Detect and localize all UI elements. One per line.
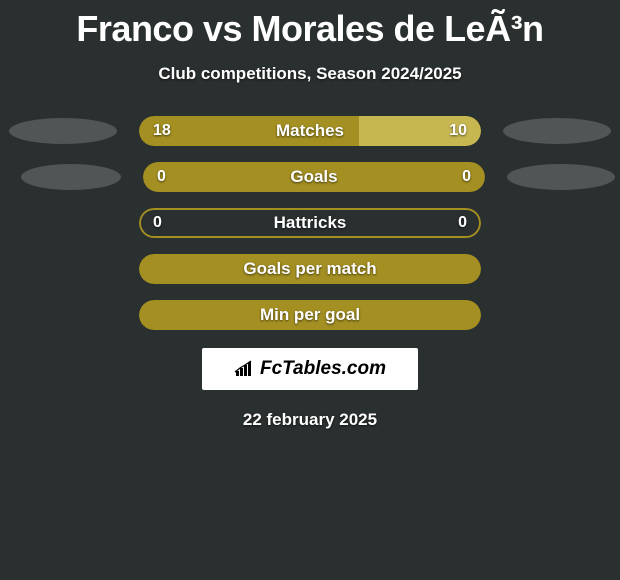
stat-row-gpm: Goals per match bbox=[0, 254, 620, 284]
date-text: 22 february 2025 bbox=[0, 410, 620, 430]
stat-label: Matches bbox=[139, 121, 481, 141]
stat-bar-gpm: Goals per match bbox=[139, 254, 481, 284]
page-title: Franco vs Morales de LeÃ³n bbox=[0, 8, 620, 50]
stat-label: Hattricks bbox=[139, 213, 481, 233]
player-right-marker bbox=[507, 164, 615, 190]
stat-row-mpg: Min per goal bbox=[0, 300, 620, 330]
bar-chart-icon bbox=[234, 360, 256, 378]
stat-value-right: 0 bbox=[458, 214, 467, 232]
comparison-infographic: Franco vs Morales de LeÃ³n Club competit… bbox=[0, 0, 620, 430]
stat-value-right: 0 bbox=[462, 168, 471, 186]
stat-label: Goals bbox=[143, 167, 485, 187]
stat-row-matches: 18 Matches 10 bbox=[0, 116, 620, 146]
player-right-marker bbox=[503, 118, 611, 144]
stat-rows: 18 Matches 10 0 Goals 0 0 Hattricks bbox=[0, 116, 620, 330]
source-logo: FcTables.com bbox=[202, 348, 418, 390]
stat-row-goals: 0 Goals 0 bbox=[0, 162, 620, 192]
stat-bar-mpg: Min per goal bbox=[139, 300, 481, 330]
stat-bar-matches: 18 Matches 10 bbox=[139, 116, 481, 146]
stat-bar-hattricks: 0 Hattricks 0 bbox=[139, 208, 481, 238]
subtitle: Club competitions, Season 2024/2025 bbox=[0, 64, 620, 84]
stat-label: Goals per match bbox=[139, 259, 481, 279]
stat-label: Min per goal bbox=[139, 305, 481, 325]
player-left-marker bbox=[9, 118, 117, 144]
stat-value-right: 10 bbox=[449, 122, 467, 140]
player-left-marker bbox=[21, 164, 121, 190]
stat-bar-goals: 0 Goals 0 bbox=[143, 162, 485, 192]
stat-row-hattricks: 0 Hattricks 0 bbox=[0, 208, 620, 238]
logo-text: FcTables.com bbox=[260, 358, 386, 380]
